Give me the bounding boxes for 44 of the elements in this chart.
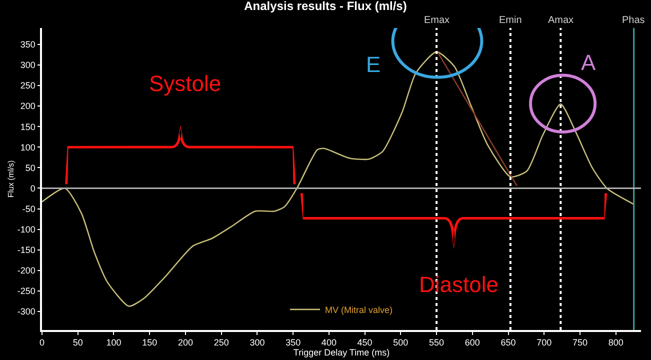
x-tick-label: 200 bbox=[178, 338, 193, 348]
y-tick-label: 250 bbox=[20, 80, 36, 91]
y-tick-label: 0 bbox=[30, 183, 36, 194]
x-tick-label: 150 bbox=[142, 338, 158, 348]
annotation: Systole bbox=[149, 71, 222, 96]
y-tick-label: -50 bbox=[22, 204, 36, 214]
ref-line-label: Phas bbox=[622, 15, 645, 26]
ref-line-label: Emin bbox=[499, 15, 522, 26]
y-tick-label: 200 bbox=[20, 101, 36, 112]
x-tick-label: 300 bbox=[250, 338, 265, 348]
x-tick-label: 450 bbox=[357, 338, 372, 348]
y-tick-label: -300 bbox=[17, 306, 36, 317]
x-tick-label: 0 bbox=[39, 338, 45, 348]
x-tick-label: 500 bbox=[393, 338, 408, 348]
ref-line-label: Amax bbox=[548, 15, 574, 26]
line-series bbox=[42, 51, 634, 307]
legend-label: MV (Mitral valve) bbox=[325, 304, 393, 315]
x-tick-label: 750 bbox=[572, 338, 588, 348]
annotation: E bbox=[366, 52, 381, 77]
x-tick-label: 650 bbox=[500, 338, 516, 348]
x-tick-label: 250 bbox=[214, 338, 229, 348]
ref-line-label: Emax bbox=[424, 15, 450, 26]
x-tick-label: 600 bbox=[464, 338, 480, 348]
y-tick-label: -150 bbox=[17, 245, 36, 256]
y-tick-label: -200 bbox=[17, 266, 36, 276]
x-tick-label: 50 bbox=[72, 338, 83, 348]
y-tick-label: 100 bbox=[20, 142, 36, 152]
x-tick-label: 550 bbox=[429, 338, 444, 348]
x-tick-label: 350 bbox=[286, 338, 301, 348]
y-tick-label: 50 bbox=[25, 162, 36, 173]
x-tick-label: 100 bbox=[106, 338, 122, 348]
y-tick-label: -100 bbox=[17, 224, 36, 234]
x-tick-label: 800 bbox=[608, 338, 624, 348]
y-tick-label: -250 bbox=[17, 286, 36, 296]
annotation: A bbox=[581, 50, 596, 75]
chart-title: Analysis results - Flux (ml/s) bbox=[244, 0, 407, 14]
y-tick-label: 150 bbox=[20, 122, 36, 132]
y-axis-title: Flux (ml/s) bbox=[6, 160, 16, 198]
annotation: Diastole bbox=[419, 272, 498, 297]
x-tick-label: 400 bbox=[321, 338, 336, 348]
y-tick-label: 350 bbox=[20, 40, 36, 50]
x-tick-label: 700 bbox=[536, 338, 552, 348]
y-tick-label: 300 bbox=[20, 60, 36, 70]
x-axis-title: Trigger Delay Time (ms) bbox=[293, 348, 390, 358]
